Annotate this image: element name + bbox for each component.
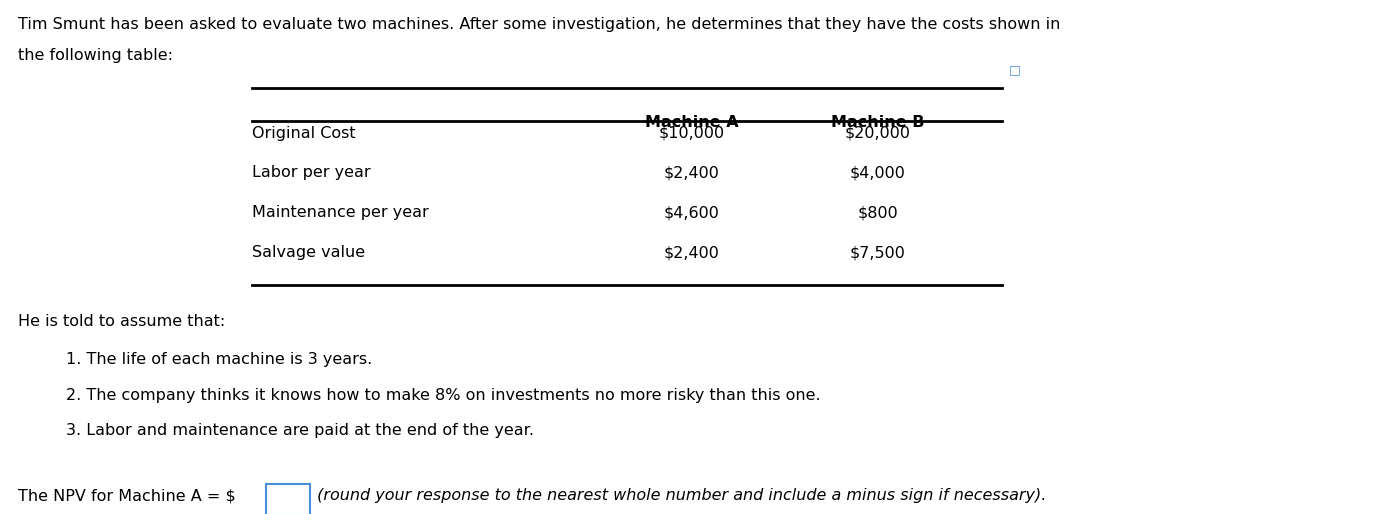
Text: Maintenance per year: Maintenance per year bbox=[252, 205, 429, 221]
Text: Salvage value: Salvage value bbox=[252, 245, 365, 260]
Text: $4,600: $4,600 bbox=[664, 205, 720, 221]
Text: $10,000: $10,000 bbox=[659, 126, 725, 141]
Text: Machine A: Machine A bbox=[645, 115, 739, 130]
Text: He is told to assume that:: He is told to assume that: bbox=[18, 314, 226, 329]
Text: □: □ bbox=[1009, 63, 1020, 76]
Text: 3. Labor and maintenance are paid at the end of the year.: 3. Labor and maintenance are paid at the… bbox=[66, 423, 534, 438]
Text: $20,000: $20,000 bbox=[844, 126, 911, 141]
Text: $800: $800 bbox=[857, 205, 898, 221]
Text: The NPV for Machine A = $: The NPV for Machine A = $ bbox=[18, 488, 235, 503]
Text: Original Cost: Original Cost bbox=[252, 126, 356, 141]
Text: 1. The life of each machine is 3 years.: 1. The life of each machine is 3 years. bbox=[66, 352, 372, 367]
Text: Tim Smunt has been asked to evaluate two machines. After some investigation, he : Tim Smunt has been asked to evaluate two… bbox=[18, 17, 1060, 32]
Text: Machine B: Machine B bbox=[830, 115, 925, 130]
Text: the following table:: the following table: bbox=[18, 48, 173, 63]
FancyBboxPatch shape bbox=[266, 484, 310, 514]
Text: $7,500: $7,500 bbox=[850, 245, 905, 260]
Text: 2. The company thinks it knows how to make 8% on investments no more risky than : 2. The company thinks it knows how to ma… bbox=[66, 388, 821, 402]
Text: Labor per year: Labor per year bbox=[252, 166, 371, 180]
Text: $2,400: $2,400 bbox=[664, 245, 720, 260]
Text: $4,000: $4,000 bbox=[850, 166, 905, 180]
Text: $2,400: $2,400 bbox=[664, 166, 720, 180]
Text: (round your response to the nearest whole number and include a minus sign if nec: (round your response to the nearest whol… bbox=[311, 488, 1046, 503]
